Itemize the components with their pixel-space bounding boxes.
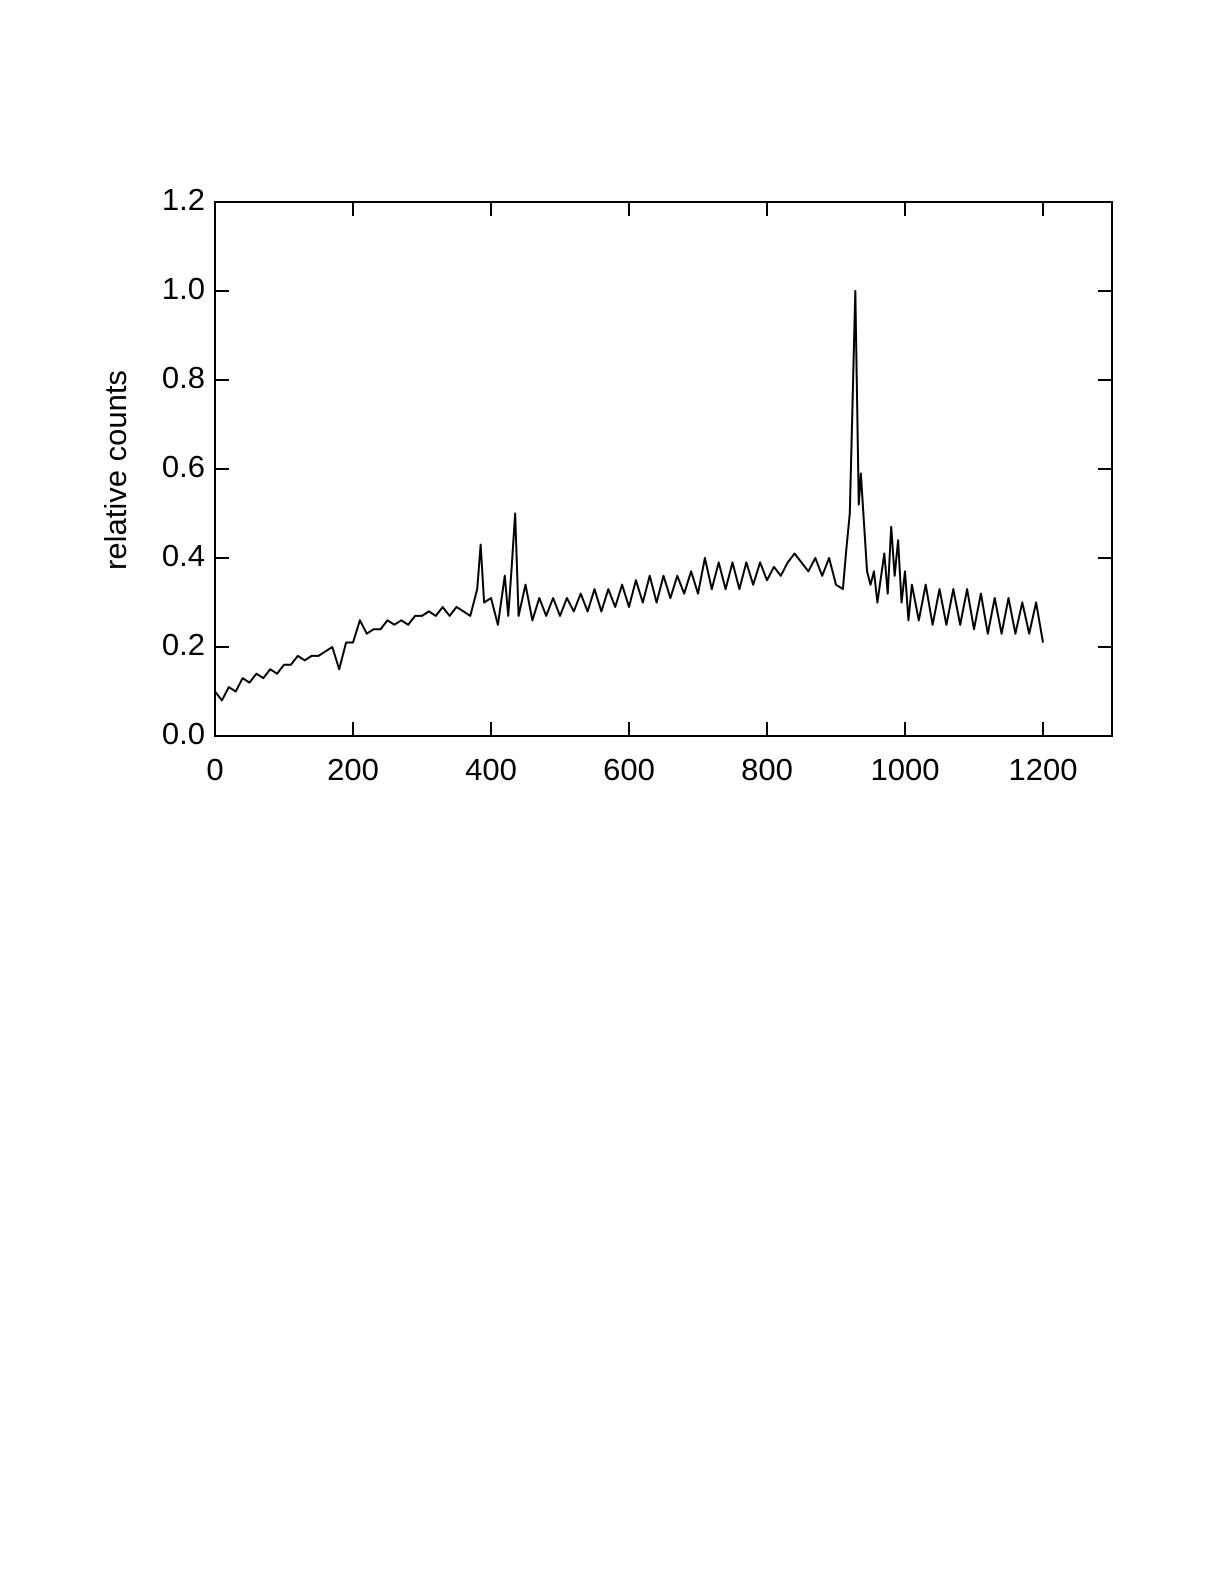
y-tick-label: 0.8 [162, 360, 205, 395]
x-tick-label: 800 [741, 752, 793, 787]
x-tick-label: 0 [206, 752, 223, 787]
y-tick-label: 0.4 [162, 538, 205, 573]
y-axis-label: relative counts [98, 370, 133, 570]
y-tick-label: 1.2 [162, 182, 205, 217]
data-line [214, 290, 1044, 702]
y-tick-label: 0.6 [162, 449, 205, 484]
y-tick-label: 0.0 [162, 716, 205, 751]
x-tick-label: 1000 [871, 752, 940, 787]
y-tick-label: 0.2 [162, 627, 205, 662]
y-tick-label: 1.0 [162, 271, 205, 306]
plot-frame [214, 201, 1113, 737]
x-tick-label: 200 [327, 752, 379, 787]
x-tick-label: 1200 [1009, 752, 1078, 787]
x-tick-label: 600 [603, 752, 655, 787]
x-tick-label: 400 [465, 752, 517, 787]
